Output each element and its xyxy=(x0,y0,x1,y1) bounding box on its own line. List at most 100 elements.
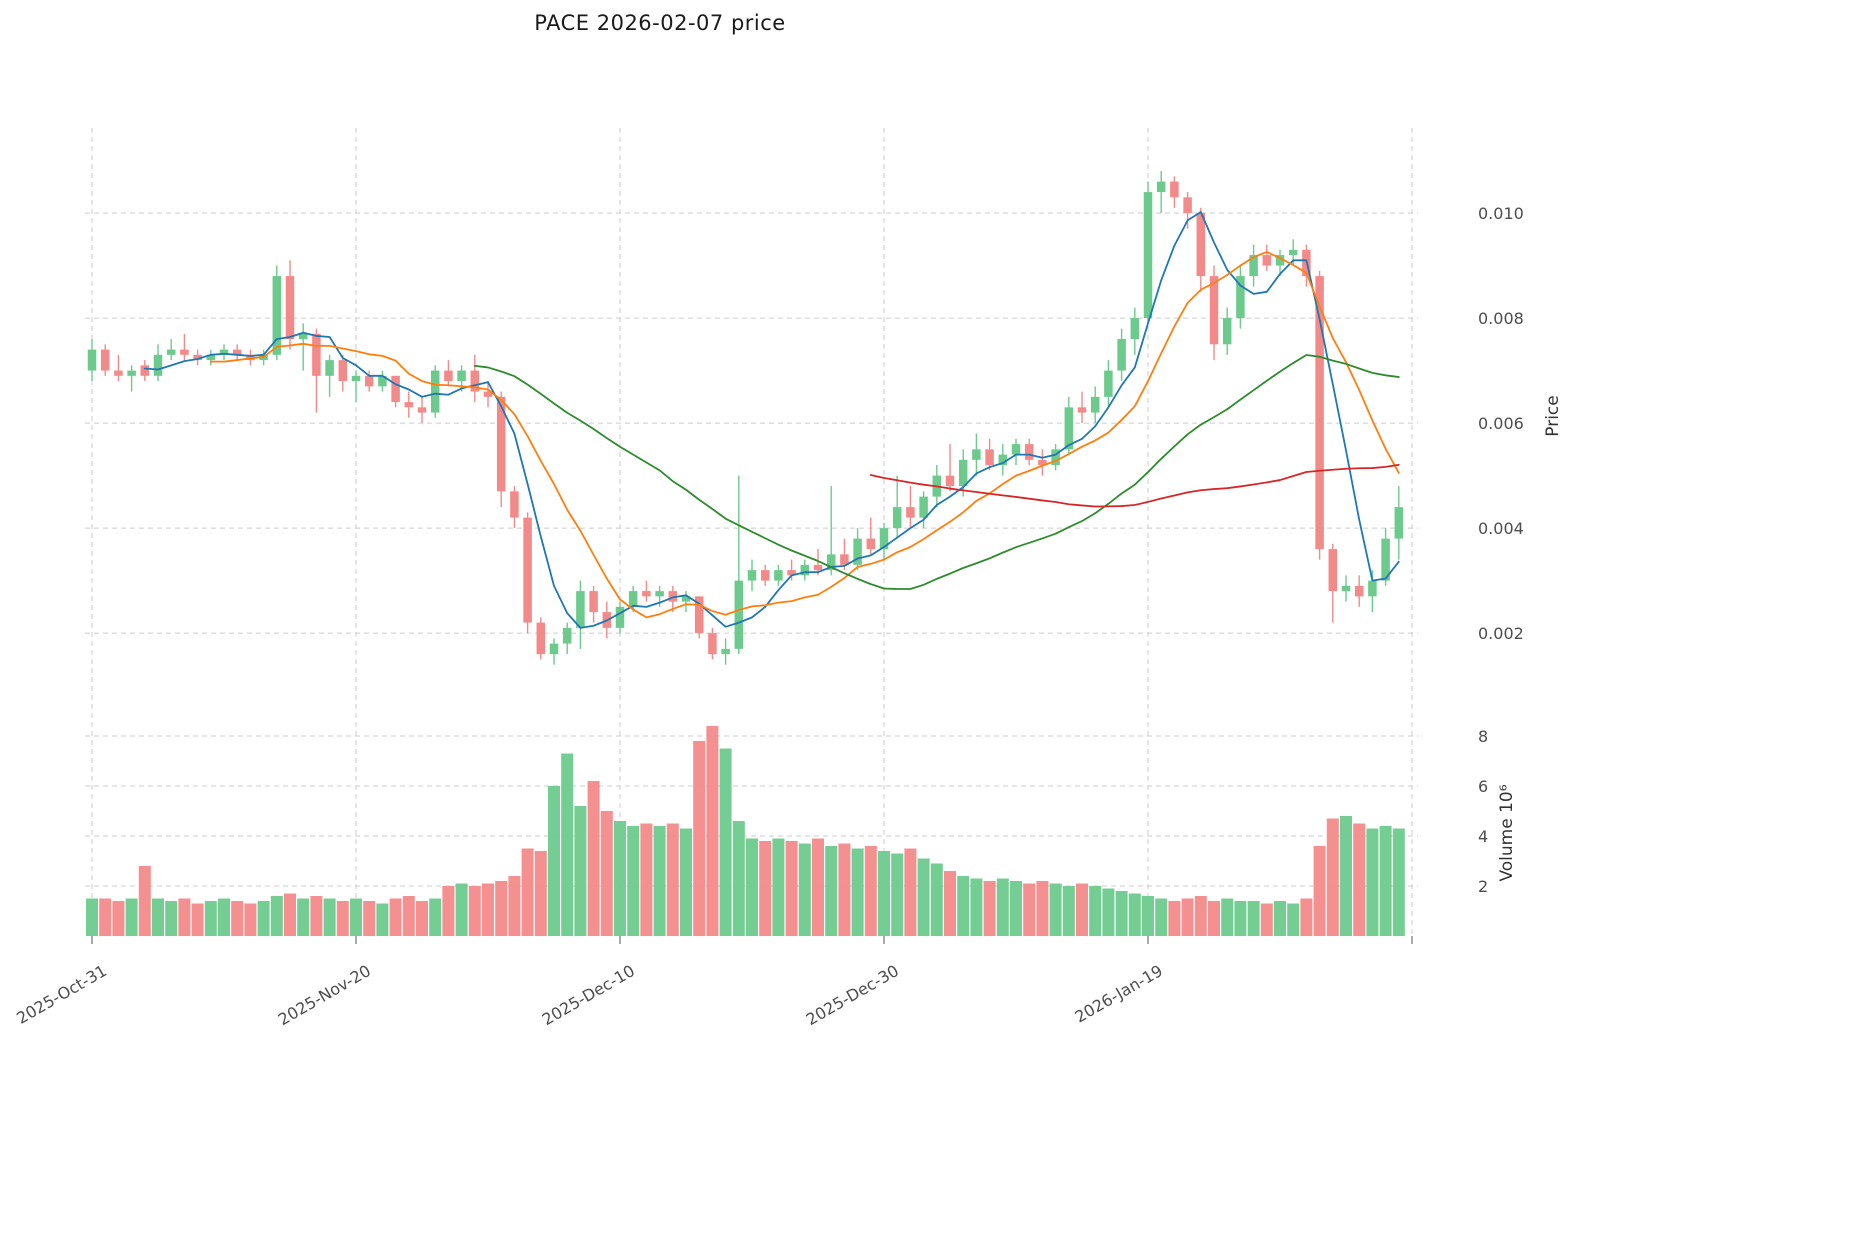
candle-body xyxy=(510,491,519,518)
volume-bar xyxy=(864,846,877,936)
volume-axis-label: Volume 10⁶ xyxy=(1497,784,1517,881)
ma-line-10 xyxy=(209,251,1400,619)
volume-bar xyxy=(495,881,508,936)
candle-body xyxy=(219,349,229,355)
volume-bar xyxy=(891,853,904,936)
candle-body xyxy=(1143,192,1153,319)
candle-body xyxy=(351,375,361,382)
volume-bar xyxy=(930,863,943,936)
candle-body xyxy=(1394,507,1404,539)
volume-bar xyxy=(125,898,138,936)
candle-body xyxy=(272,276,282,355)
volume-bar xyxy=(1102,888,1115,936)
price-tick-label: 0.010 xyxy=(1478,204,1524,223)
volume-tick-label: 2 xyxy=(1478,877,1488,896)
volume-bar xyxy=(521,848,534,936)
candle-body xyxy=(787,570,796,576)
candle-body xyxy=(430,370,440,413)
candle-body xyxy=(919,496,928,518)
volume-bar xyxy=(1366,828,1379,936)
candle-body xyxy=(1341,585,1351,592)
candle-body xyxy=(681,596,691,602)
volume-bar xyxy=(1392,828,1405,936)
volume-bar xyxy=(812,838,824,936)
volume-bar xyxy=(574,806,587,936)
volume-bar xyxy=(983,881,996,936)
volume-bar xyxy=(1287,903,1300,936)
volume-bar xyxy=(191,903,204,936)
volume-bar xyxy=(1089,886,1102,936)
chart-title: PACE 2026-02-07 price xyxy=(534,11,785,35)
candle-body xyxy=(813,564,823,571)
candle-body xyxy=(1222,318,1232,345)
volume-tick-label: 6 xyxy=(1478,777,1488,796)
candle-body xyxy=(879,528,889,550)
volume-bar xyxy=(376,903,389,936)
candle-body xyxy=(1249,255,1258,277)
x-tick-label: 2025-Nov-20 xyxy=(275,961,374,1029)
volume-bar xyxy=(1221,898,1234,936)
candle-body xyxy=(1117,339,1126,371)
ma-line-30 xyxy=(473,354,1400,590)
volume-bar xyxy=(86,898,98,936)
candle-body xyxy=(1077,407,1087,413)
volume-bar xyxy=(1274,901,1286,936)
candle-body xyxy=(642,591,651,597)
volume-bar xyxy=(746,838,758,936)
volume-bar xyxy=(904,848,917,936)
volume-bar xyxy=(627,826,640,936)
volume-bar xyxy=(944,871,956,936)
candle-body xyxy=(655,591,664,597)
candle-body xyxy=(444,370,453,382)
volume-bar xyxy=(270,896,283,936)
candle-body xyxy=(298,333,308,340)
x-tick-label: 2025-Oct-31 xyxy=(13,961,110,1028)
candle-body xyxy=(1315,276,1324,550)
volume-bar xyxy=(1128,893,1141,936)
volume-bar xyxy=(1168,901,1181,936)
volume-bar xyxy=(640,823,653,936)
volume-bar xyxy=(614,821,626,936)
candle-body xyxy=(127,370,136,376)
candle-body xyxy=(378,375,387,387)
candle-body xyxy=(1328,549,1338,592)
volume-bar xyxy=(970,878,983,936)
candle-body xyxy=(391,375,400,403)
candle-body xyxy=(668,591,678,602)
volume-bar xyxy=(957,876,970,936)
candle-body xyxy=(232,349,242,355)
volume-bar xyxy=(1049,883,1062,936)
x-tick-label: 2025-Dec-30 xyxy=(803,961,902,1029)
volume-bar xyxy=(1234,901,1247,936)
candle-body xyxy=(853,538,862,565)
candle-body xyxy=(1381,538,1390,581)
volume-bar xyxy=(204,901,217,936)
volume-bar xyxy=(587,781,600,936)
x-tick-label: 2025-Dec-10 xyxy=(539,961,638,1029)
volume-bar xyxy=(1115,891,1128,936)
volume-bar xyxy=(508,876,521,936)
price-tick-label: 0.008 xyxy=(1478,309,1524,328)
candle-body xyxy=(1368,580,1377,597)
candle-body xyxy=(1090,396,1100,413)
candle-body xyxy=(1236,276,1245,319)
candle-body xyxy=(338,360,348,382)
volume-bar xyxy=(1313,846,1326,936)
volume-tick-label: 4 xyxy=(1478,827,1488,846)
volume-bar xyxy=(798,843,811,936)
candle-body xyxy=(760,570,770,581)
candle-body xyxy=(576,591,585,628)
volume-bar xyxy=(1181,898,1194,936)
volume-bar xyxy=(666,823,679,936)
candle-body xyxy=(325,360,334,376)
volume-bar xyxy=(838,843,851,936)
volume-bar xyxy=(429,898,442,936)
candle-body xyxy=(906,507,915,518)
ma-line-60 xyxy=(869,463,1400,508)
volume-bar xyxy=(1379,826,1392,936)
volume-bar xyxy=(706,726,719,936)
candle-body xyxy=(958,459,968,487)
moving-average-lines-layer xyxy=(143,211,1400,629)
candle-body xyxy=(721,648,730,655)
volume-bar xyxy=(1142,896,1154,936)
